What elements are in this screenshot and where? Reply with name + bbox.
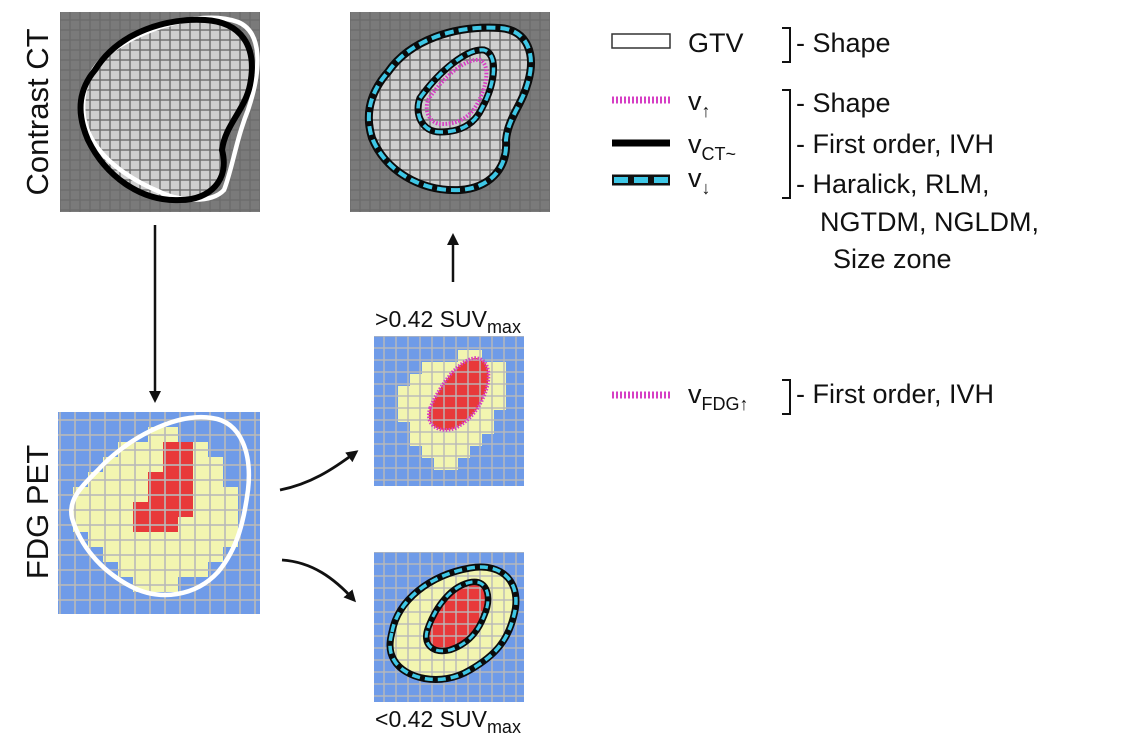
v-down-label: v↓ (688, 163, 711, 198)
pet-gtv-contour (68, 414, 252, 598)
v-ct-label: vCT~ (688, 129, 736, 164)
gtv-feature: - Shape (796, 28, 891, 58)
legend: GTV - Shape v↑ - Shape vCT~ - First orde… (611, 27, 1039, 415)
arrow-pet-to-high (279, 450, 359, 492)
v-up-contour (424, 57, 489, 127)
threshold-low-label: <0.42 SUVmax (375, 706, 521, 737)
ct-subregion-panel (350, 12, 550, 212)
group-bracket (782, 89, 791, 199)
threshold-low-main: <0.42 SUV (375, 706, 488, 732)
vfdg-up-sub: FDG↑ (702, 394, 749, 414)
v-up-sub: ↑ (702, 101, 711, 121)
ct-side-label: Contrast CT (20, 28, 55, 195)
threshold-high-sub: max (487, 317, 521, 337)
threshold-high-main: >0.42 SUV (375, 306, 488, 332)
v-down-sub: ↓ (702, 178, 711, 198)
low-uptake-panel (374, 552, 524, 702)
high-uptake-panel (374, 336, 524, 486)
v-ct-feature: - First order, IVH (796, 129, 994, 159)
threshold-low-sub: max (487, 717, 521, 737)
v-ct-sub: CT~ (702, 144, 737, 164)
v-down-feature-cont1: NGTDM, NGLDM, (820, 207, 1039, 237)
ct-panel (60, 12, 260, 212)
v-up-feature: - Shape (796, 88, 891, 118)
v-down-feature-cont2: Size zone (833, 244, 952, 274)
threshold-high-label: >0.42 SUVmax (375, 306, 521, 337)
vfdg-up-var: v (688, 379, 702, 409)
fdg-bracket (782, 379, 791, 415)
gtv-swatch (611, 33, 671, 49)
gtv-label: GTV (688, 28, 744, 58)
v-down-var: v (688, 163, 702, 193)
ct-contour (77, 16, 255, 204)
v-down-feature: - Haralick, RLM, (796, 169, 990, 199)
gtv-bracket (782, 27, 791, 63)
v-up-var: v (688, 86, 702, 116)
vfdg-up-label: vFDG↑ (688, 379, 749, 414)
pet-side-label: FDG PET (20, 445, 55, 579)
pet-panel (58, 412, 260, 614)
vfdg-up-feature: - First order, IVH (796, 379, 994, 409)
v-ct-var: v (688, 129, 702, 159)
arrow-pet-to-low (281, 558, 357, 603)
v-up-label: v↑ (688, 86, 711, 121)
